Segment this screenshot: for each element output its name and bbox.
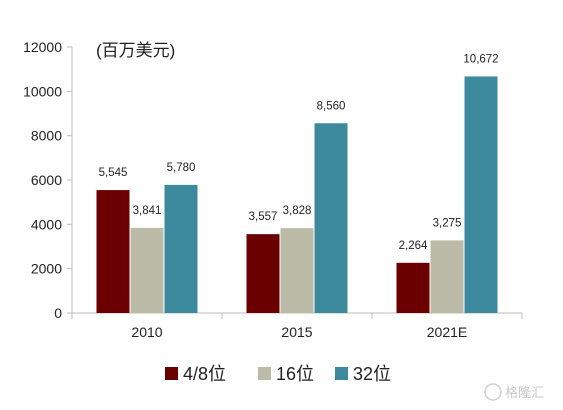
data-label: 5,545	[99, 167, 128, 179]
bar	[314, 123, 348, 314]
bar	[430, 240, 464, 313]
legend-label: 32位	[353, 364, 391, 384]
watermark-text: 格隆汇	[505, 385, 544, 400]
data-label: 2,264	[399, 240, 428, 252]
bar	[246, 234, 280, 313]
data-label: 3,275	[433, 217, 462, 229]
legend-item: 4/8位	[165, 364, 226, 384]
y-tick-label: 12000	[23, 39, 62, 55]
y-tick-label: 6000	[31, 172, 62, 188]
y-tick-label: 4000	[31, 216, 62, 232]
data-label: 5,780	[167, 162, 196, 174]
data-label: 8,560	[317, 100, 346, 112]
legend-item: 32位	[335, 364, 391, 384]
bar	[164, 184, 198, 313]
x-tick-label: 2010	[131, 324, 162, 340]
y-tick-label: 10000	[23, 83, 62, 99]
bar	[464, 76, 498, 313]
legend-swatch	[165, 367, 178, 380]
legend-label: 16位	[276, 364, 314, 384]
legend-item: 16位	[258, 364, 314, 384]
bar	[280, 228, 314, 313]
legend-label: 4/8位	[183, 364, 226, 384]
x-tick-label: 2021E	[427, 324, 467, 340]
y-tick-label: 2000	[31, 261, 62, 277]
bar	[96, 190, 130, 313]
x-tick-label: 2015	[281, 324, 312, 340]
data-label: 3,828	[283, 205, 312, 217]
data-label: 3,557	[249, 211, 278, 223]
legend-swatch	[335, 367, 348, 380]
legend-swatch	[258, 367, 271, 380]
data-label: 10,672	[463, 53, 498, 65]
bar	[130, 227, 164, 313]
watermark: 格隆汇	[484, 383, 544, 401]
bar	[396, 262, 430, 313]
data-label: 3,841	[133, 205, 162, 217]
y-tick-label: 8000	[31, 128, 62, 144]
unit-label: (百万美元)	[96, 41, 175, 60]
watermark-logo-icon	[484, 383, 502, 401]
y-tick-label: 0	[54, 305, 62, 321]
